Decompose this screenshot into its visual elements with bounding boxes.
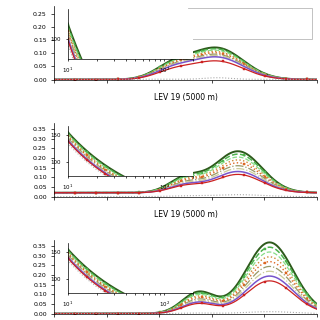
Text: LEV 19 (5000 m): LEV 19 (5000 m) bbox=[154, 93, 218, 102]
Bar bbox=[188, 8, 312, 39]
Text: LEV 19 (5000 m): LEV 19 (5000 m) bbox=[154, 210, 218, 219]
